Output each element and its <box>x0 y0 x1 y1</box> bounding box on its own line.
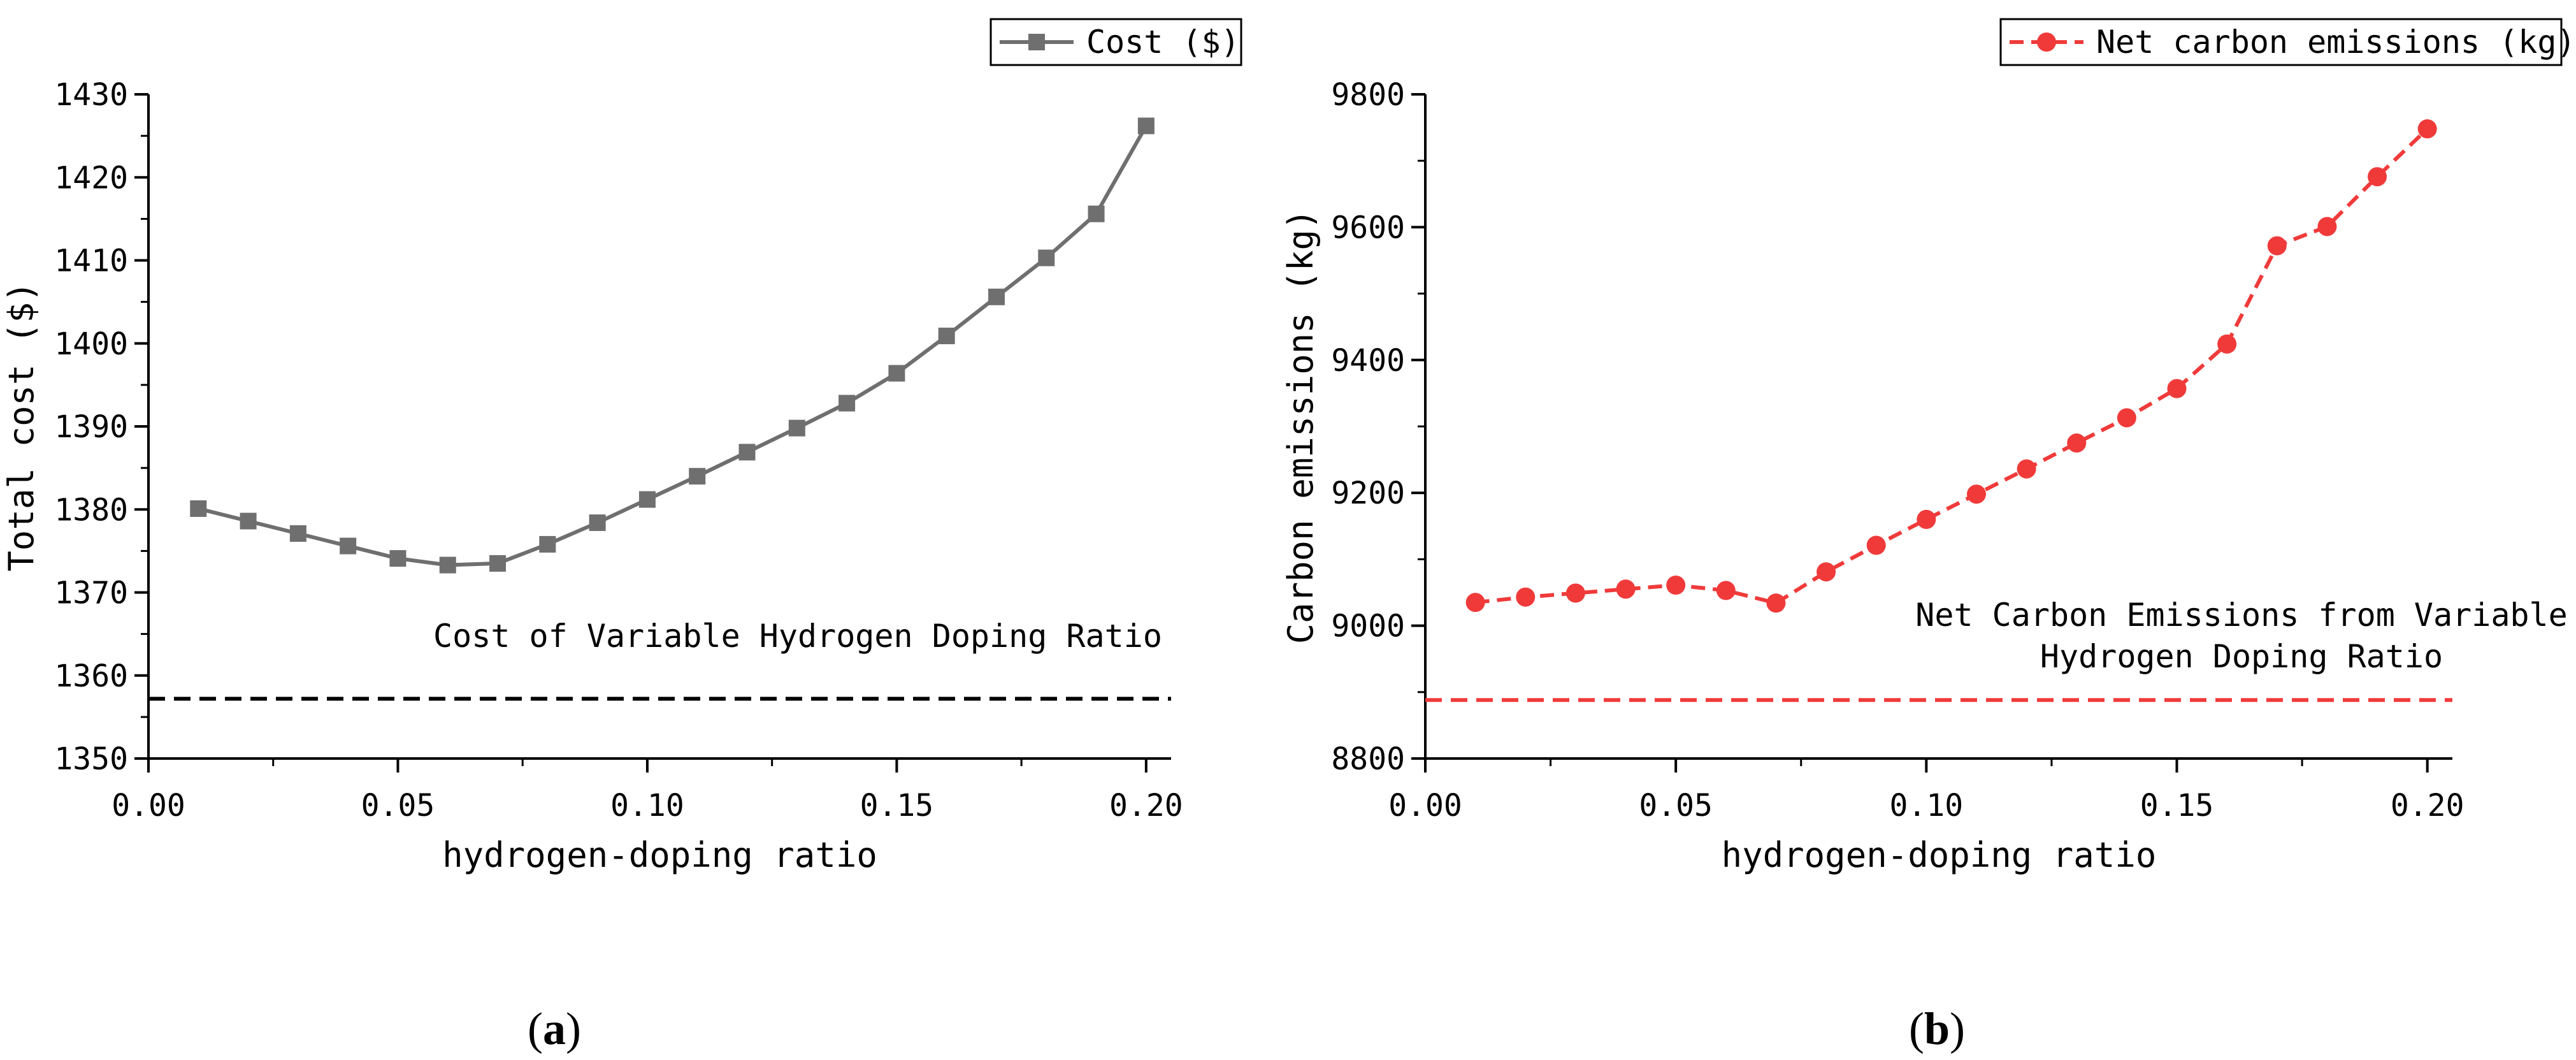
y-tick-label: 1350 <box>54 741 128 777</box>
x-tick-label: 0.10 <box>610 788 684 824</box>
data-point <box>240 512 257 530</box>
y-tick-label: 9200 <box>1331 476 1405 511</box>
data-point <box>340 537 357 555</box>
panel-a-letter: a <box>543 1003 566 1054</box>
data-point <box>638 491 656 508</box>
x-tick-label: 0.05 <box>1639 788 1713 824</box>
data-point <box>738 444 756 461</box>
legend-box <box>1999 18 2563 66</box>
data-point <box>2117 408 2136 428</box>
data-point <box>689 468 706 485</box>
data-point <box>1465 593 1485 613</box>
x-tick-label: 0.15 <box>2140 788 2214 824</box>
data-point <box>1038 249 1055 266</box>
y-axis-label: Carbon emissions (kg) <box>1281 209 1321 644</box>
data-point <box>2317 217 2337 236</box>
data-point <box>2067 433 2087 453</box>
chart-panel-b: 0.00 0.05 0.10 0.15 0.20 8800 9000 9200 9400 9600… <box>1281 18 2576 875</box>
data-point <box>1516 587 1536 607</box>
data-point <box>2017 459 2036 479</box>
x-tick-label: 0.20 <box>1109 788 1183 824</box>
data-point <box>2217 334 2237 354</box>
data-point <box>190 500 207 517</box>
x-tick-label: 0.10 <box>1890 788 1964 824</box>
x-tick-label: 0.15 <box>860 788 934 824</box>
y-tick-label: 1430 <box>54 77 128 113</box>
data-point <box>1716 581 1736 600</box>
y-tick-label: 8800 <box>1331 741 1405 777</box>
data-point <box>1766 593 1786 613</box>
data-point <box>1817 562 1836 582</box>
series-line <box>1475 127 2429 606</box>
data-point <box>938 328 955 345</box>
series-line <box>198 125 1148 567</box>
panel-b-label-open: (b) <box>1909 1003 1965 1054</box>
y-tick-label: 1400 <box>54 326 128 362</box>
data-point <box>439 556 456 574</box>
data-point <box>539 535 556 553</box>
legend-marker <box>1028 34 1045 50</box>
data-point <box>1088 205 1105 222</box>
panel-a-label-open: (a) <box>528 1003 581 1054</box>
data-point <box>2417 119 2437 139</box>
legend-label: Net carbon emissions (kg) <box>2096 24 2576 61</box>
data-point <box>888 365 905 382</box>
data-point <box>1616 579 1636 599</box>
y-tick-label: 1370 <box>54 576 128 611</box>
data-point <box>489 555 507 572</box>
x-tick-label: 0.05 <box>361 788 435 824</box>
y-tick-label: 1390 <box>54 409 128 445</box>
data-point <box>838 395 856 412</box>
data-point <box>1565 583 1585 603</box>
data-point <box>2267 236 2287 256</box>
data-point <box>1866 535 1886 555</box>
y-tick-label: 9000 <box>1331 609 1405 644</box>
data-point <box>389 550 407 567</box>
reference-line-label: Net Carbon Emissions from Variable <box>1915 597 2568 634</box>
data-point <box>1966 484 1986 504</box>
data-point <box>1917 509 1936 529</box>
y-tick-label: 1380 <box>54 492 128 528</box>
y-tick-label: 9400 <box>1331 343 1405 379</box>
panel-b-letter: b <box>1924 1003 1950 1054</box>
data-point <box>589 514 606 532</box>
x-tick-label: 0.20 <box>2391 788 2464 824</box>
x-tick-label: 0.00 <box>112 788 185 824</box>
x-axis-label: hydrogen-doping ratio <box>442 835 877 875</box>
reference-line-label: Cost of Variable Hydrogen Doping Ratio <box>433 618 1162 655</box>
y-axis-label: Total cost ($) <box>1 281 41 571</box>
data-point <box>988 288 1005 305</box>
y-tick-label: 1420 <box>54 160 128 196</box>
data-point <box>2368 167 2387 187</box>
data-point <box>2167 379 2187 398</box>
legend-label: Cost ($) <box>1086 24 1240 61</box>
data-point <box>289 525 306 542</box>
y-tick-label: 1410 <box>54 243 128 279</box>
data-point <box>1666 576 1686 595</box>
x-axis-label: hydrogen-doping ratio <box>1722 835 2157 875</box>
chart-panel-a: 0.00 0.05 0.10 0.15 0.20 1350 1360 1370 1380 1390… <box>1 18 1242 875</box>
x-tick-label: 0.00 <box>1388 788 1462 824</box>
y-tick-label: 1360 <box>54 658 128 694</box>
y-tick-label: 9600 <box>1331 210 1405 245</box>
y-tick-label: 9800 <box>1331 77 1405 113</box>
data-point <box>788 419 805 437</box>
legend-marker <box>2037 33 2056 52</box>
reference-line-label: Hydrogen Doping Ratio <box>2040 638 2443 675</box>
data-point <box>1137 117 1155 134</box>
